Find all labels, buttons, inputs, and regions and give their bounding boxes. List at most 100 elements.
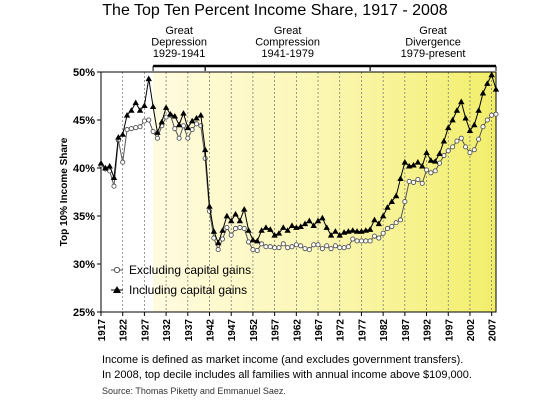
data-point-including [445,124,452,131]
data-point-excluding [332,243,338,249]
data-point-excluding [410,179,417,185]
y-tick-label: 30% [73,259,95,271]
data-point-including [336,232,343,238]
data-point-excluding [141,118,147,124]
data-point-excluding [454,138,460,144]
data-point-including [193,114,200,121]
data-point-including [319,214,326,221]
data-point-including [484,80,491,86]
data-point-excluding [298,243,304,249]
data-point-including [492,86,500,92]
data-point-including [384,204,391,210]
data-point-including [219,227,226,233]
data-point-excluding [228,232,234,238]
data-point-including [392,192,400,199]
data-point-excluding [224,224,230,231]
data-point-including [297,223,304,229]
data-point-excluding [202,155,208,161]
data-point-including [223,212,231,219]
data-point-excluding [272,245,278,251]
x-tick-label: 1952 [249,319,260,342]
x-tick-label: 1977 [357,319,368,342]
x-tick-label: 1997 [444,319,455,342]
data-point-excluding [128,126,134,132]
data-point-including [301,220,309,227]
data-point-excluding [428,170,434,176]
data-point-excluding [480,124,486,130]
data-point-excluding [406,178,412,184]
data-point-including [375,220,383,227]
data-point-including [332,228,339,234]
data-point-excluding [146,117,152,123]
data-point-excluding [285,245,291,251]
data-point-excluding [120,159,126,165]
data-point-including [353,228,361,234]
data-point-excluding [315,242,321,248]
data-point-excluding [432,168,438,174]
data-point-including [245,227,252,233]
data-point-including [123,112,131,118]
data-point-including [427,157,435,163]
data-point-including [241,206,248,212]
data-point-excluding [363,238,369,244]
plot-frame [100,71,497,313]
x-tick-label: 1987 [401,319,412,342]
x-tick-label: 1922 [119,319,130,342]
data-point-excluding [419,180,425,186]
x-tick-label: 1937 [184,319,195,342]
data-point-excluding [193,121,200,127]
data-point-excluding [354,238,360,244]
data-point-excluding [376,235,382,241]
data-point-including [258,227,265,233]
era-label: Great [274,25,302,37]
data-point-excluding [293,242,299,248]
data-point-excluding [484,117,490,123]
data-point-including [106,162,113,169]
data-point-including [262,224,270,230]
y-tick-label: 25% [73,307,95,319]
data-point-excluding [415,176,421,183]
data-point-including [175,121,183,128]
data-point-including [214,239,222,246]
data-point-including [119,131,126,137]
data-point-including [314,217,322,224]
legend-marker [113,266,121,274]
data-point-excluding [397,217,404,223]
data-point-excluding [389,224,395,230]
data-point-including [432,158,439,164]
data-point-excluding [319,246,325,252]
data-point-excluding [215,247,221,253]
data-point-including [141,102,148,108]
data-point-including [458,98,465,105]
data-point-including [210,228,218,234]
data-point-excluding [341,245,347,251]
data-point-including [184,124,192,131]
data-point-excluding [172,126,178,132]
data-point-including [479,89,487,96]
data-point-excluding [471,147,477,153]
data-point-excluding [133,125,139,131]
data-point-excluding [254,248,260,254]
x-tick-label: 1927 [140,319,151,342]
data-point-including [306,217,313,224]
data-point-including [327,232,335,238]
data-point-including [115,134,122,140]
data-point-including [388,198,396,204]
note-line-1: Income is defined as market income (and … [102,354,464,366]
data-point-including [171,112,178,119]
data-point-including [149,103,157,109]
era-label: Great [165,25,193,37]
data-point-including [471,121,478,128]
legend-label: Including capital gains [129,283,247,297]
data-point-including [97,160,105,166]
data-point-including [379,212,387,219]
data-point-excluding [237,224,243,231]
data-point-including [401,159,409,165]
data-point-including [254,237,261,244]
data-point-excluding [111,183,117,189]
data-point-excluding [180,123,187,129]
x-tick-label: 2002 [466,319,477,342]
data-point-excluding [380,230,386,236]
data-point-excluding [328,246,334,252]
